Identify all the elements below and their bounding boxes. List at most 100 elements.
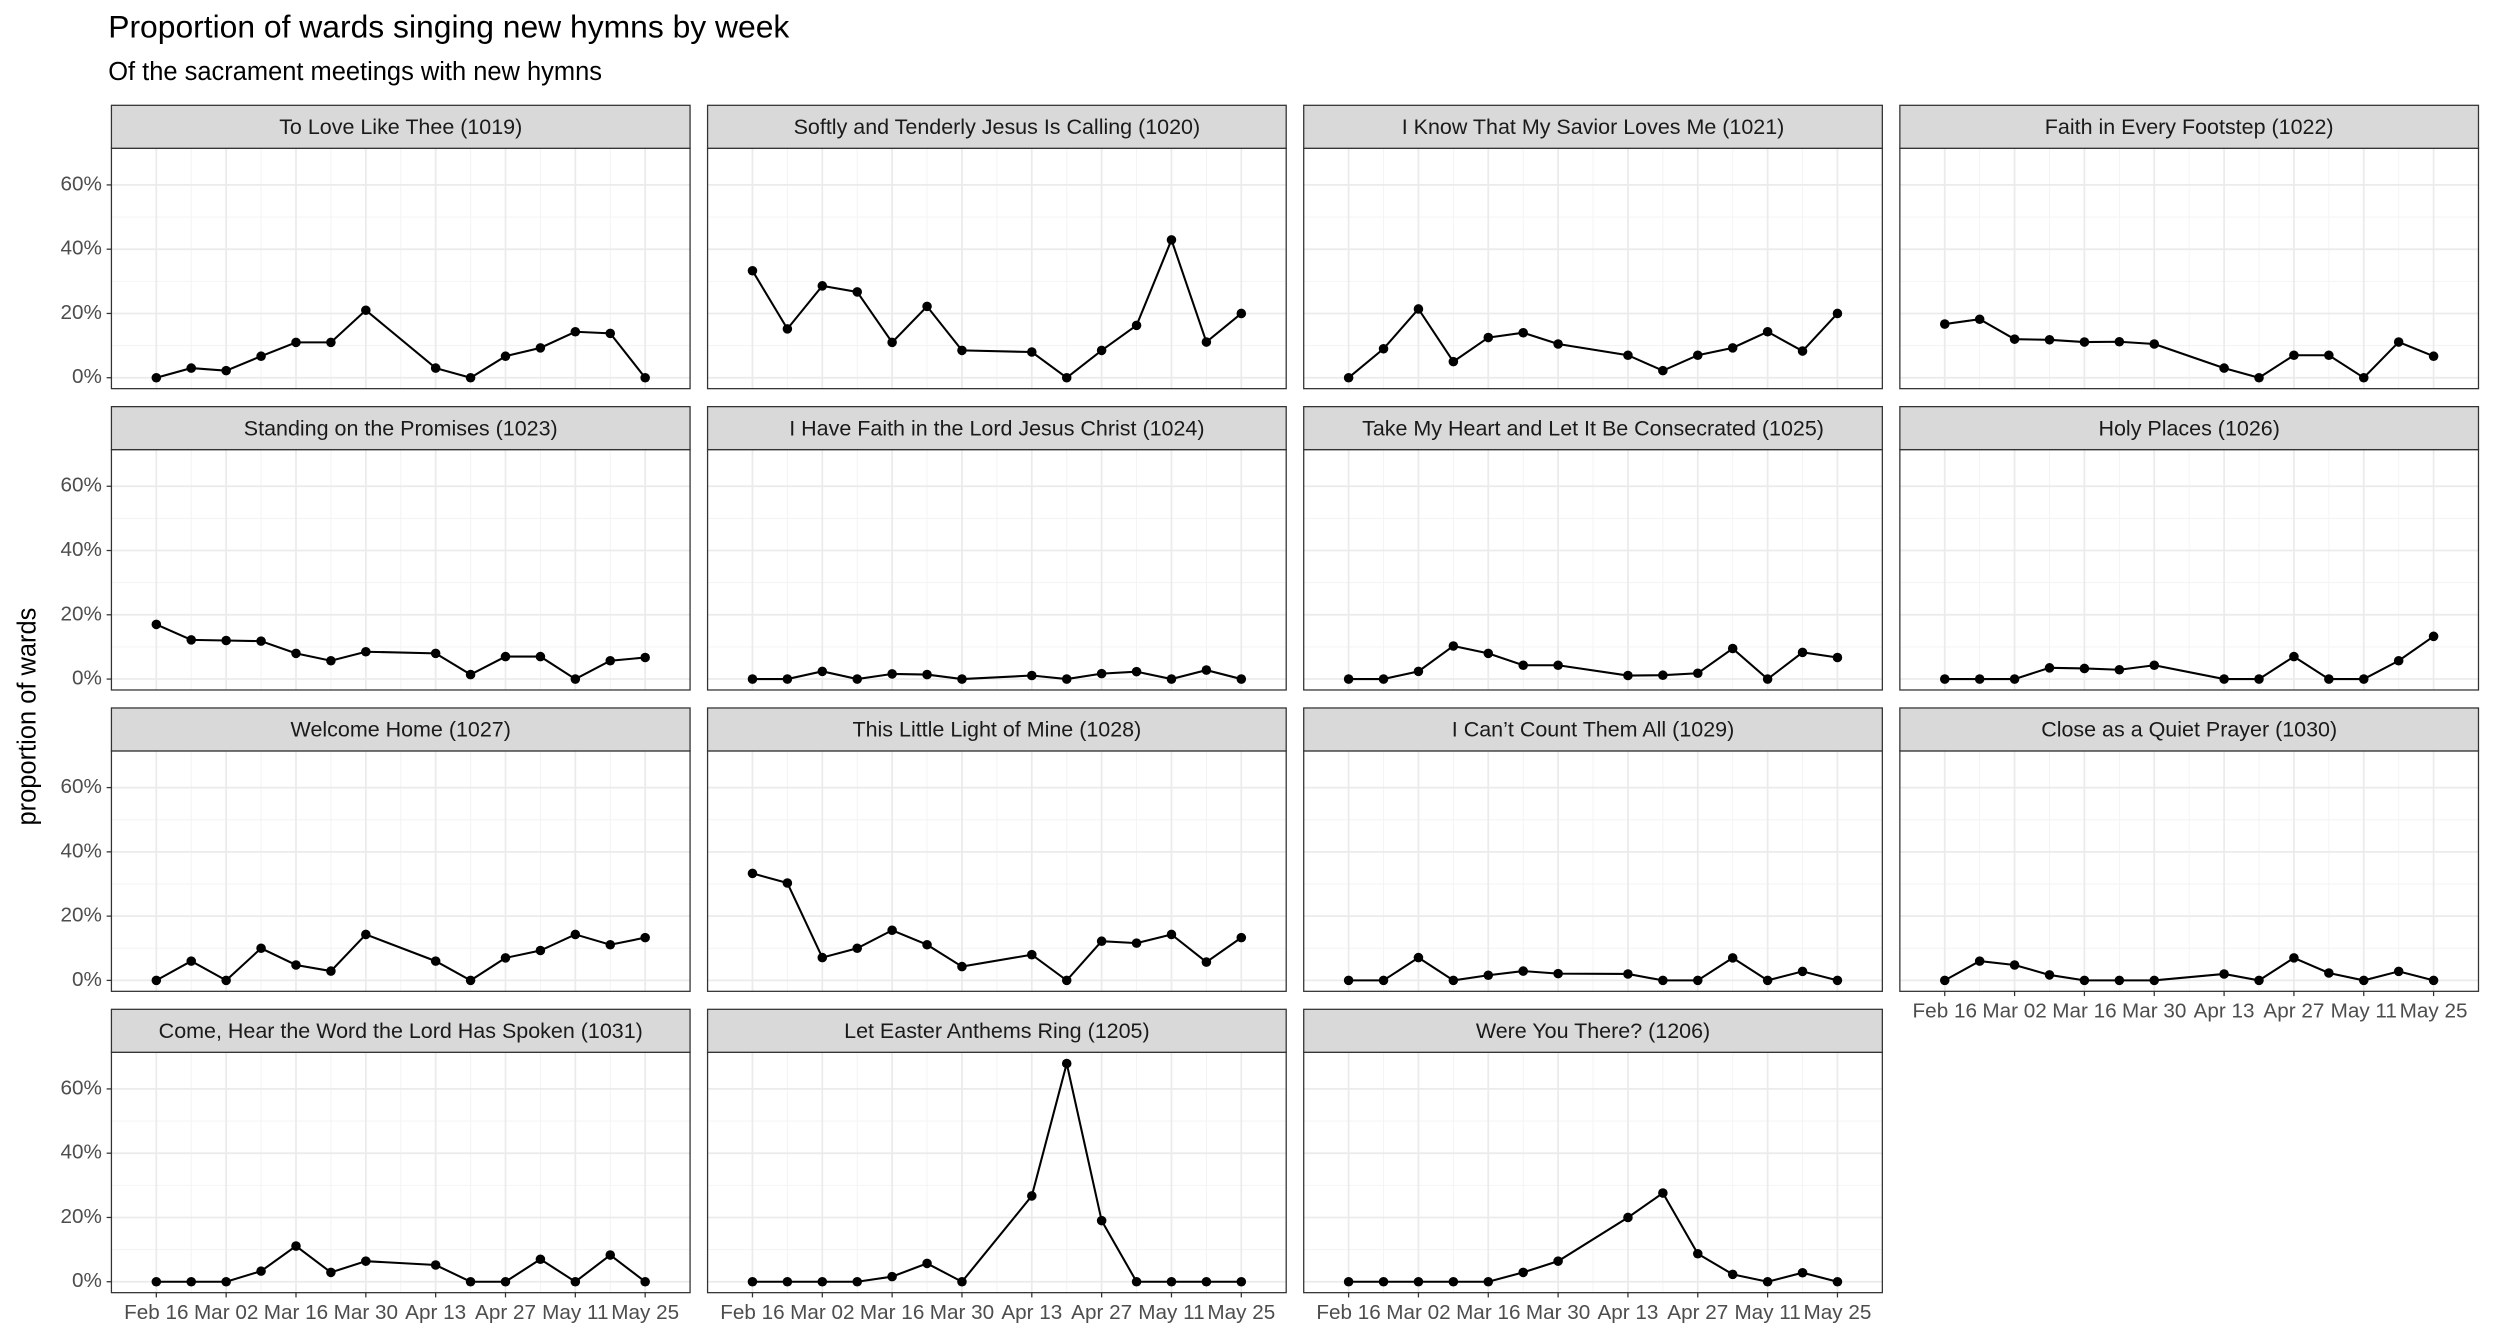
data-point: [1797, 346, 1808, 356]
data-point: [2009, 334, 2020, 344]
data-point: [1939, 975, 1950, 986]
data-point: [1096, 936, 1107, 946]
data-point: [1201, 665, 1212, 675]
data-point: [2079, 663, 2090, 674]
y-tick-label: 20%: [60, 904, 101, 927]
series-line: [155, 623, 646, 681]
strip: [110, 104, 691, 149]
data-point: [605, 655, 616, 666]
data-point: [1378, 344, 1389, 354]
data-point: [747, 868, 758, 879]
data-point: [1236, 1276, 1247, 1287]
y-tick-label: 40%: [60, 839, 101, 862]
data-point: [1974, 674, 1985, 684]
data-point: [887, 925, 897, 936]
x-tick-label: Mar 02: [1982, 999, 2046, 1022]
data-point: [1797, 647, 1808, 658]
data-point: [747, 674, 758, 684]
data-point: [2358, 975, 2369, 986]
data-point: [852, 1276, 862, 1287]
strip-label: Come, Hear the Word the Lord Has Spoken …: [159, 1019, 643, 1043]
data-point: [640, 1276, 650, 1287]
data-point: [1623, 670, 1633, 681]
data-point: [605, 939, 616, 950]
x-tick-label: Mar 16: [860, 1301, 924, 1324]
data-point: [2324, 350, 2334, 361]
data-point: [326, 1267, 336, 1278]
data-point: [957, 961, 967, 972]
data-point: [151, 975, 162, 986]
data-point: [1518, 1267, 1528, 1278]
data-point: [1762, 1276, 1773, 1287]
data-point: [2114, 336, 2125, 347]
strip: [1303, 707, 1883, 752]
data-point: [2079, 337, 2090, 347]
data-point: [957, 345, 967, 356]
data-point: [1201, 957, 1212, 967]
data-point: [535, 343, 546, 353]
data-point: [1166, 235, 1177, 245]
data-point: [782, 324, 793, 334]
data-point: [1939, 319, 1950, 329]
series-line: [156, 1244, 646, 1283]
data-point: [1762, 674, 1773, 684]
data-point: [1658, 365, 1668, 376]
data-point: [1693, 668, 1703, 679]
y-tick-label: 60%: [60, 172, 101, 195]
strip-label: Let Easter Anthems Ring (1205): [844, 1019, 1150, 1043]
x-tick-label: Mar 30: [334, 1301, 398, 1324]
data-point: [2289, 953, 2299, 963]
data-point: [1623, 1212, 1633, 1223]
data-point: [2044, 335, 2055, 345]
data-point: [2428, 975, 2439, 986]
data-point: [1553, 1256, 1563, 1266]
data-point: [1378, 1276, 1389, 1287]
data-point: [2044, 970, 2055, 980]
y-tick-label: 20%: [60, 1205, 101, 1228]
data-point: [1061, 674, 1072, 684]
x-tick-label: May 25: [2400, 999, 2468, 1022]
data-point: [1061, 975, 1072, 986]
data-point: [430, 363, 441, 373]
strip-label: Were You There? (1206): [1476, 1019, 1710, 1043]
x-tick-label: Mar 16: [264, 1301, 328, 1324]
data-point: [500, 953, 511, 963]
data-point: [291, 337, 301, 348]
data-point: [1832, 975, 1843, 986]
data-point: [922, 301, 932, 312]
data-point: [747, 265, 758, 276]
data-point: [922, 939, 932, 950]
data-point: [1727, 953, 1738, 963]
data-point: [465, 1276, 476, 1287]
data-point: [570, 674, 581, 684]
data-point: [2114, 975, 2125, 986]
data-point: [1027, 949, 1037, 960]
series-line: [752, 1063, 1242, 1284]
series-line: [156, 308, 646, 379]
x-tick-label: Mar 30: [930, 1301, 994, 1324]
data-point: [465, 372, 476, 383]
series-line: [1348, 1191, 1838, 1283]
data-point: [361, 1256, 371, 1266]
data-point: [1343, 975, 1354, 986]
data-point: [1483, 332, 1494, 343]
data-point: [1096, 668, 1107, 679]
data-point: [2254, 975, 2264, 986]
strip-label: Close as a Quiet Prayer (1030): [2041, 718, 2337, 742]
data-point: [535, 945, 546, 956]
data-point: [1623, 350, 1633, 361]
data-point: [430, 648, 441, 659]
data-point: [1448, 641, 1459, 651]
data-point: [1518, 660, 1528, 671]
data-point: [500, 351, 511, 361]
strip: [706, 1008, 1287, 1053]
data-point: [1413, 952, 1424, 963]
series-line: [1348, 644, 1838, 681]
data-point: [1413, 1276, 1424, 1287]
data-point: [430, 956, 441, 966]
data-point: [221, 635, 231, 646]
data-point: [605, 328, 616, 339]
data-point: [1236, 308, 1247, 319]
data-point: [186, 1276, 197, 1287]
x-tick-label: May 25: [1804, 1301, 1872, 1324]
